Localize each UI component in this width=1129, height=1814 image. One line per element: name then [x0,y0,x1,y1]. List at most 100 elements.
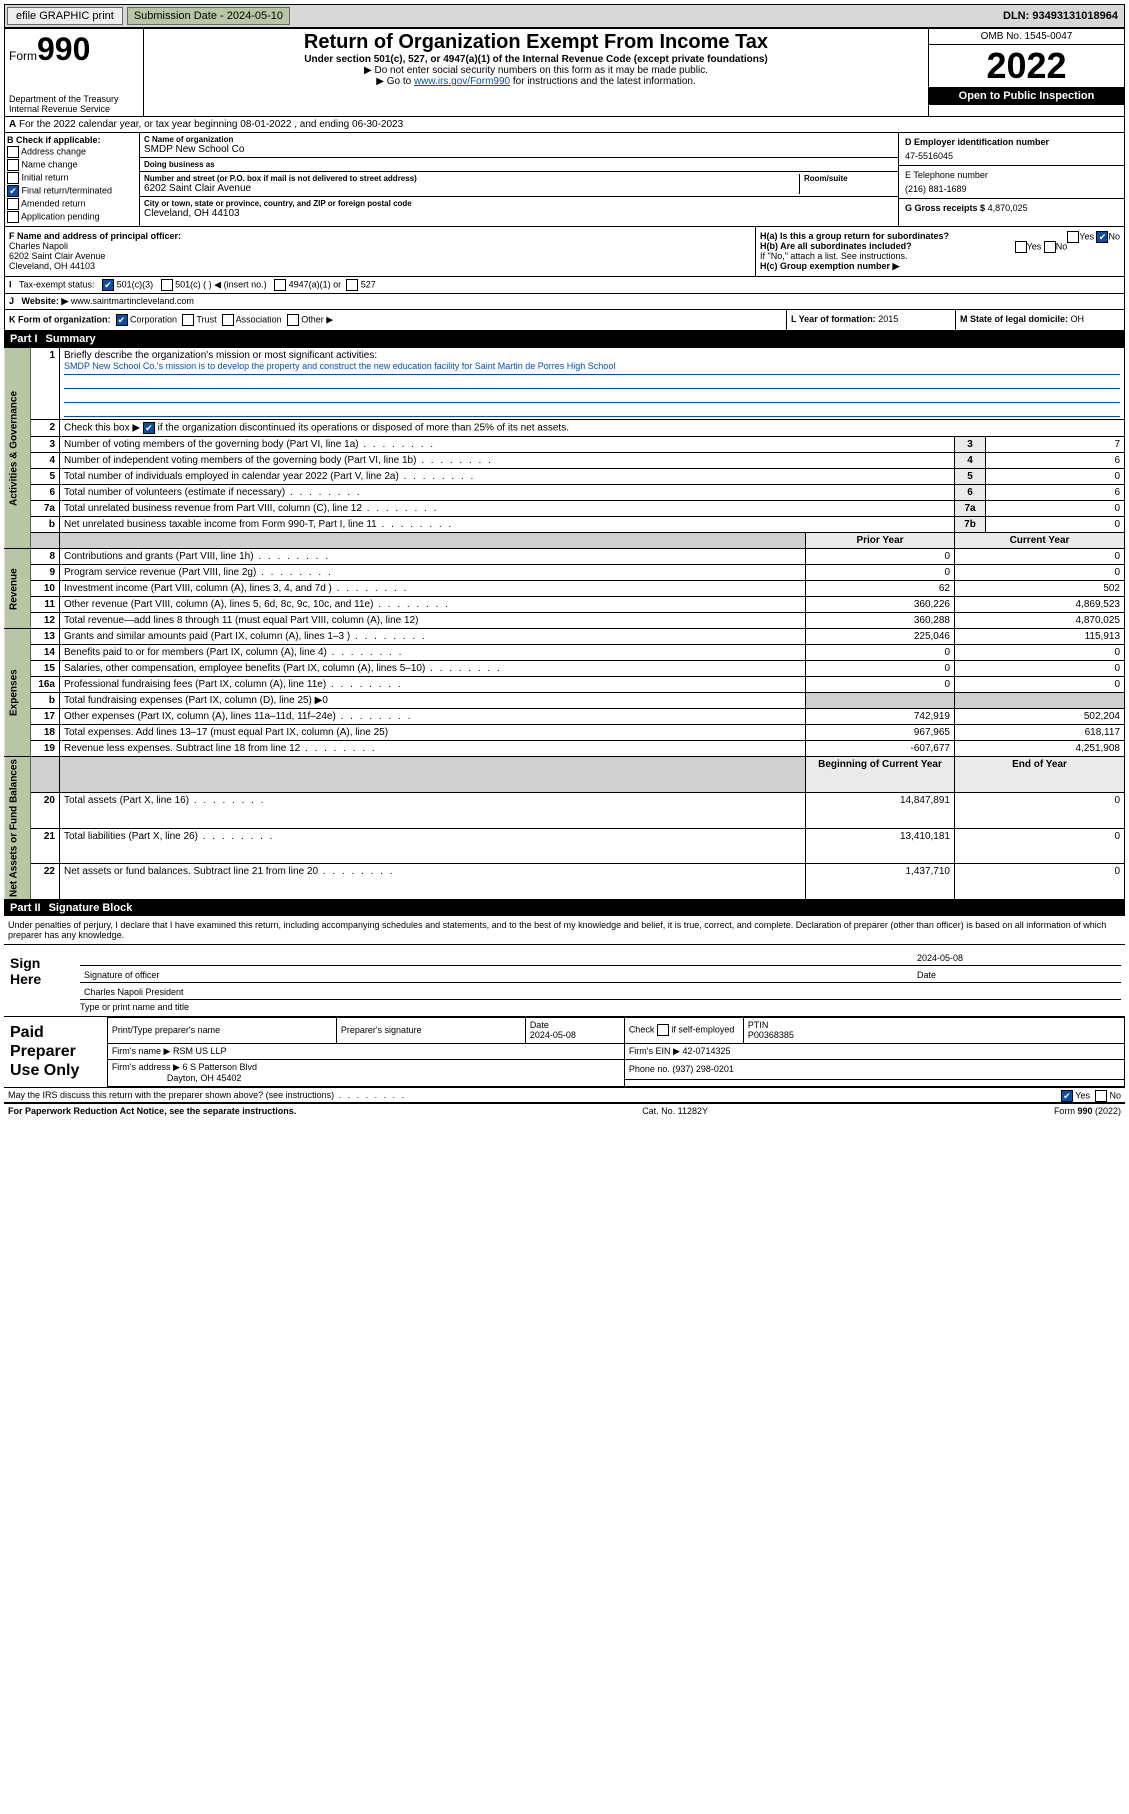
row-9-desc: Program service revenue (Part VIII, line… [60,565,806,581]
form-number: 990 [37,31,90,67]
prep-date-hdr: Date [530,1020,549,1030]
phone-value: (216) 881-1689 [905,184,1118,194]
row-5-val: 0 [986,469,1125,485]
row-8-desc: Contributions and grants (Part VIII, lin… [60,549,806,565]
irs-label: Internal Revenue Service [9,104,139,114]
row-13-desc: Grants and similar amounts paid (Part IX… [60,629,806,645]
footer-right: Form 990 (2022) [1054,1106,1121,1116]
officer-addr2: Cleveland, OH 44103 [9,261,751,271]
part1-title: Summary [46,333,96,345]
row-17-desc: Other expenses (Part IX, column (A), lin… [60,709,806,725]
chk-final-return[interactable]: ✔ Final return/terminated [7,185,137,197]
summary-table: Activities & Governance 1 Briefly descri… [4,347,1125,900]
irs-link[interactable]: www.irs.gov/Form990 [414,76,510,87]
section-expenses: Expenses [4,629,31,757]
chk-initial-return[interactable]: Initial return [7,172,137,184]
prep-selfemp: Check if self-employed [624,1018,743,1044]
opt-assoc: Association [236,314,282,324]
tax-year: 2022 [929,45,1124,87]
submission-date: Submission Date - 2024-05-10 [127,7,290,25]
line-i: I Tax-exempt status: ✔ 501(c)(3) 501(c) … [4,277,1125,294]
ein-value: 47-5516045 [905,151,1118,161]
firm-addr2: Dayton, OH 45402 [167,1073,242,1083]
row-21-desc: Total liabilities (Part X, line 26) [60,828,806,864]
dept-treasury: Department of the Treasury [9,94,139,104]
line-l: L Year of formation: 2015 [787,310,956,330]
form-title: Return of Organization Exempt From Incom… [148,31,924,54]
line-a-tax-year: A For the 2022 calendar year, or tax yea… [4,117,1125,133]
note-link-pre: ▶ Go to [376,76,414,87]
row-8-curr: 0 [955,549,1125,565]
row-5-desc: Total number of individuals employed in … [60,469,955,485]
sig-officer-label: Signature of officer [80,968,913,982]
part1-header: Part I Summary [4,331,1125,347]
note-link-post: for instructions and the latest informat… [510,76,696,87]
col-end: End of Year [955,757,1125,793]
room-label: Room/suite [804,174,894,183]
date-label: Date [913,968,1121,982]
chk-amended-return[interactable]: Amended return [7,198,137,210]
form-org-label: K Form of organization: [9,314,111,324]
box-h: H(a) Is this a group return for subordin… [756,227,1124,276]
box-g: G Gross receipts $ 4,870,025 [899,199,1124,217]
chk-name-change[interactable]: Name change [7,159,137,171]
q1-text: Briefly describe the organization's miss… [64,350,377,361]
line-a-text: For the 2022 calendar year, or tax year … [19,119,403,130]
row-7a-desc: Total unrelated business revenue from Pa… [60,501,955,517]
row-16b-desc: Total fundraising expenses (Part IX, col… [60,693,806,709]
box-b-title: B Check if applicable: [7,135,137,145]
chk-address-change[interactable]: Address change [7,146,137,158]
row-15-desc: Salaries, other compensation, employee b… [60,661,806,677]
part2-num: Part II [10,902,41,914]
opt-other: Other ▶ [301,314,333,324]
dba-label: Doing business as [144,160,894,169]
q2-text: Check this box ▶ ✔ if the organization d… [60,420,1125,437]
part1-num: Part I [10,333,38,345]
row-18-desc: Total expenses. Add lines 13–17 (must eq… [60,725,806,741]
section-governance: Activities & Governance [4,348,31,549]
row-4-desc: Number of independent voting members of … [60,453,955,469]
omb-number: OMB No. 1545-0047 [929,29,1124,45]
perjury-declaration: Under penalties of perjury, I declare th… [4,916,1125,945]
note-ssn: ▶ Do not enter social security numbers o… [148,65,924,76]
officer-addr1: 6202 Saint Clair Avenue [9,251,751,261]
box-c: C Name of organization SMDP New School C… [140,133,899,226]
mission-text: SMDP New School Co.'s mission is to deve… [64,361,1120,375]
officer-name-sub: Type or print name and title [80,1002,1121,1012]
row-7b-val: 0 [986,517,1125,533]
firm-addr1: 6 S Patterson Blvd [182,1062,257,1072]
firm-ein-lab: Firm's EIN ▶ [629,1046,680,1056]
hc-label: H(c) Group exemption number ▶ [760,261,899,271]
prep-sig-hdr: Preparer's signature [336,1018,525,1044]
row-3-val: 7 [986,437,1125,453]
ptin-val: P00368385 [748,1030,794,1040]
row-19-desc: Revenue less expenses. Subtract line 18 … [60,741,806,757]
firm-name-lab: Firm's name ▶ [112,1046,171,1056]
box-d: D Employer identification number 47-5516… [899,133,1124,166]
section-net-assets: Net Assets or Fund Balances [4,757,31,900]
sig-date: 2024-05-08 [913,951,1121,965]
chk-application-pending[interactable]: Application pending [7,211,137,223]
row-20-desc: Total assets (Part X, line 16) [60,792,806,828]
opt-trust: Trust [196,314,216,324]
signature-block: Under penalties of perjury, I declare th… [4,916,1125,1104]
row-22-desc: Net assets or fund balances. Subtract li… [60,864,806,900]
opt-4947: 4947(a)(1) or [289,279,342,289]
officer-name: Charles Napoli [9,241,751,251]
row-16a-desc: Professional fundraising fees (Part IX, … [60,677,806,693]
box-b: B Check if applicable: Address change Na… [5,133,140,226]
efile-print-btn[interactable]: efile GRAPHIC print [7,7,123,25]
ein-label: D Employer identification number [905,137,1118,147]
firm-name: RSM US LLP [173,1046,227,1056]
line-k: K Form of organization: ✔ Corporation Tr… [5,310,787,330]
efile-topbar: efile GRAPHIC print Submission Date - 20… [4,4,1125,28]
opt-corp: Corporation [130,314,177,324]
street-value: 6202 Saint Clair Avenue [144,183,799,194]
col-prior-year: Prior Year [806,533,955,549]
opt-501c: 501(c) ( ) ◀ (insert no.) [175,279,266,289]
gross-receipts-label: G Gross receipts $ [905,203,985,213]
row-12-desc: Total revenue—add lines 8 through 11 (mu… [60,613,806,629]
section-revenue: Revenue [4,549,31,629]
may-discuss-line: May the IRS discuss this return with the… [4,1088,1125,1104]
firm-addr-lab: Firm's address ▶ [112,1062,180,1072]
